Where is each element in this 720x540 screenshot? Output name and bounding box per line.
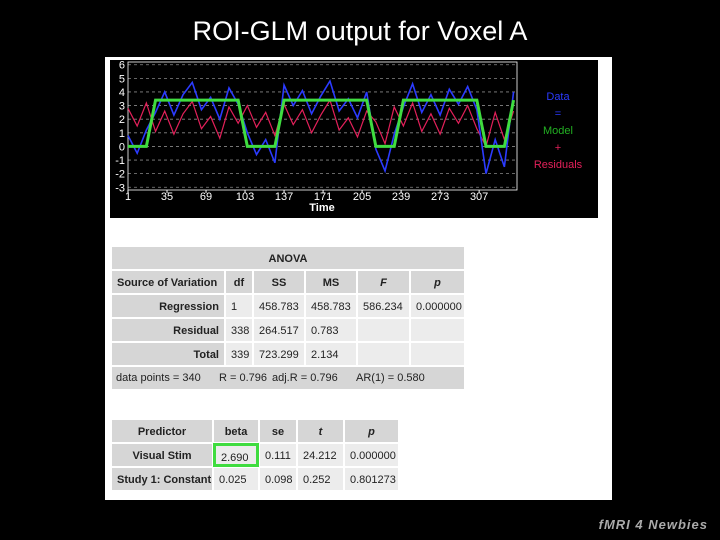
table-cell: 0.801273 (344, 467, 399, 491)
highlighted-cell: 2.690 (213, 443, 259, 467)
table-cell (357, 342, 410, 366)
table-cell: 2.134 (305, 342, 357, 366)
footer-stat: adj.R = 0.796 (272, 372, 338, 384)
x-tick-label: 171 (314, 191, 332, 203)
x-tick-label: 307 (470, 191, 488, 203)
x-tick-label: 239 (392, 191, 410, 203)
table-cell: 0.000000 (410, 294, 465, 318)
x-tick-label: 273 (431, 191, 449, 203)
column-header: beta (213, 419, 259, 443)
table-cell: 24.212 (297, 443, 344, 467)
footer-stat: R = 0.796 (219, 372, 268, 384)
y-tick-label: -1 (115, 155, 125, 167)
footer-bg (111, 366, 465, 390)
legend-entry: = (555, 108, 561, 120)
table-cell: 0.111 (259, 443, 297, 467)
table-cell: Residual (111, 318, 225, 342)
table-cell: 458.783 (305, 294, 357, 318)
x-tick-label: 69 (200, 191, 212, 203)
table-cell: Regression (111, 294, 225, 318)
table-cell (410, 342, 465, 366)
logo: fMRI 4 Newbies (598, 517, 708, 532)
y-tick-label: 6 (119, 60, 125, 72)
x-axis-label: Time (309, 202, 334, 214)
table-cell: 264.517 (253, 318, 305, 342)
column-header: SS (253, 270, 305, 294)
legend-entry: + (555, 142, 561, 154)
column-header: t (297, 419, 344, 443)
legend-entry: Model (543, 125, 573, 137)
y-tick-label: 3 (119, 101, 125, 113)
table-cell: 723.299 (253, 342, 305, 366)
table-cell: 1 (225, 294, 253, 318)
table-cell: Total (111, 342, 225, 366)
column-header: MS (305, 270, 357, 294)
y-tick-label: 4 (119, 87, 125, 99)
y-tick-label: 1 (119, 128, 125, 140)
table-cell: 458.783 (253, 294, 305, 318)
footer-stat: data points = 340 (116, 372, 201, 384)
x-tick-label: 137 (275, 191, 293, 203)
y-tick-label: -3 (115, 182, 125, 194)
x-tick-label: 205 (353, 191, 371, 203)
column-header: se (259, 419, 297, 443)
y-tick-label: 5 (119, 73, 125, 85)
legend-entry: Data (546, 91, 570, 103)
table-cell (410, 318, 465, 342)
table-cell: 338 (225, 318, 253, 342)
table-cell: 339 (225, 342, 253, 366)
x-tick-label: 103 (236, 191, 254, 203)
column-header: df (225, 270, 253, 294)
table-cell: 0.098 (259, 467, 297, 491)
y-tick-label: 2 (119, 114, 125, 126)
y-tick-label: -2 (115, 169, 125, 181)
table-cell: 0.783 (305, 318, 357, 342)
slide-title: ROI-GLM output for Voxel A (192, 16, 528, 46)
series-line (127, 79, 515, 174)
column-header: Predictor (111, 419, 213, 443)
table-cell: 0.000000 (344, 443, 399, 467)
column-header: p (410, 270, 465, 294)
table-cell: 586.234 (357, 294, 410, 318)
footer-stat: AR(1) = 0.580 (356, 372, 425, 384)
table-cell (357, 318, 410, 342)
y-tick-label: 0 (119, 141, 125, 153)
column-header: p (344, 419, 399, 443)
column-header: F (357, 270, 410, 294)
legend-entry: Residuals (534, 159, 583, 171)
plot-frame (127, 61, 518, 191)
table-cell: Study 1: Constant (111, 467, 213, 491)
table-cell: Visual Stim (111, 443, 213, 467)
x-tick-label: 1 (125, 191, 131, 203)
series-line (128, 98, 516, 148)
column-header: Source of Variation (111, 270, 225, 294)
x-tick-label: 35 (161, 191, 173, 203)
table-title: ANOVA (111, 246, 465, 270)
table-cell: 0.025 (213, 467, 259, 491)
table-cell: 0.252 (297, 467, 344, 491)
